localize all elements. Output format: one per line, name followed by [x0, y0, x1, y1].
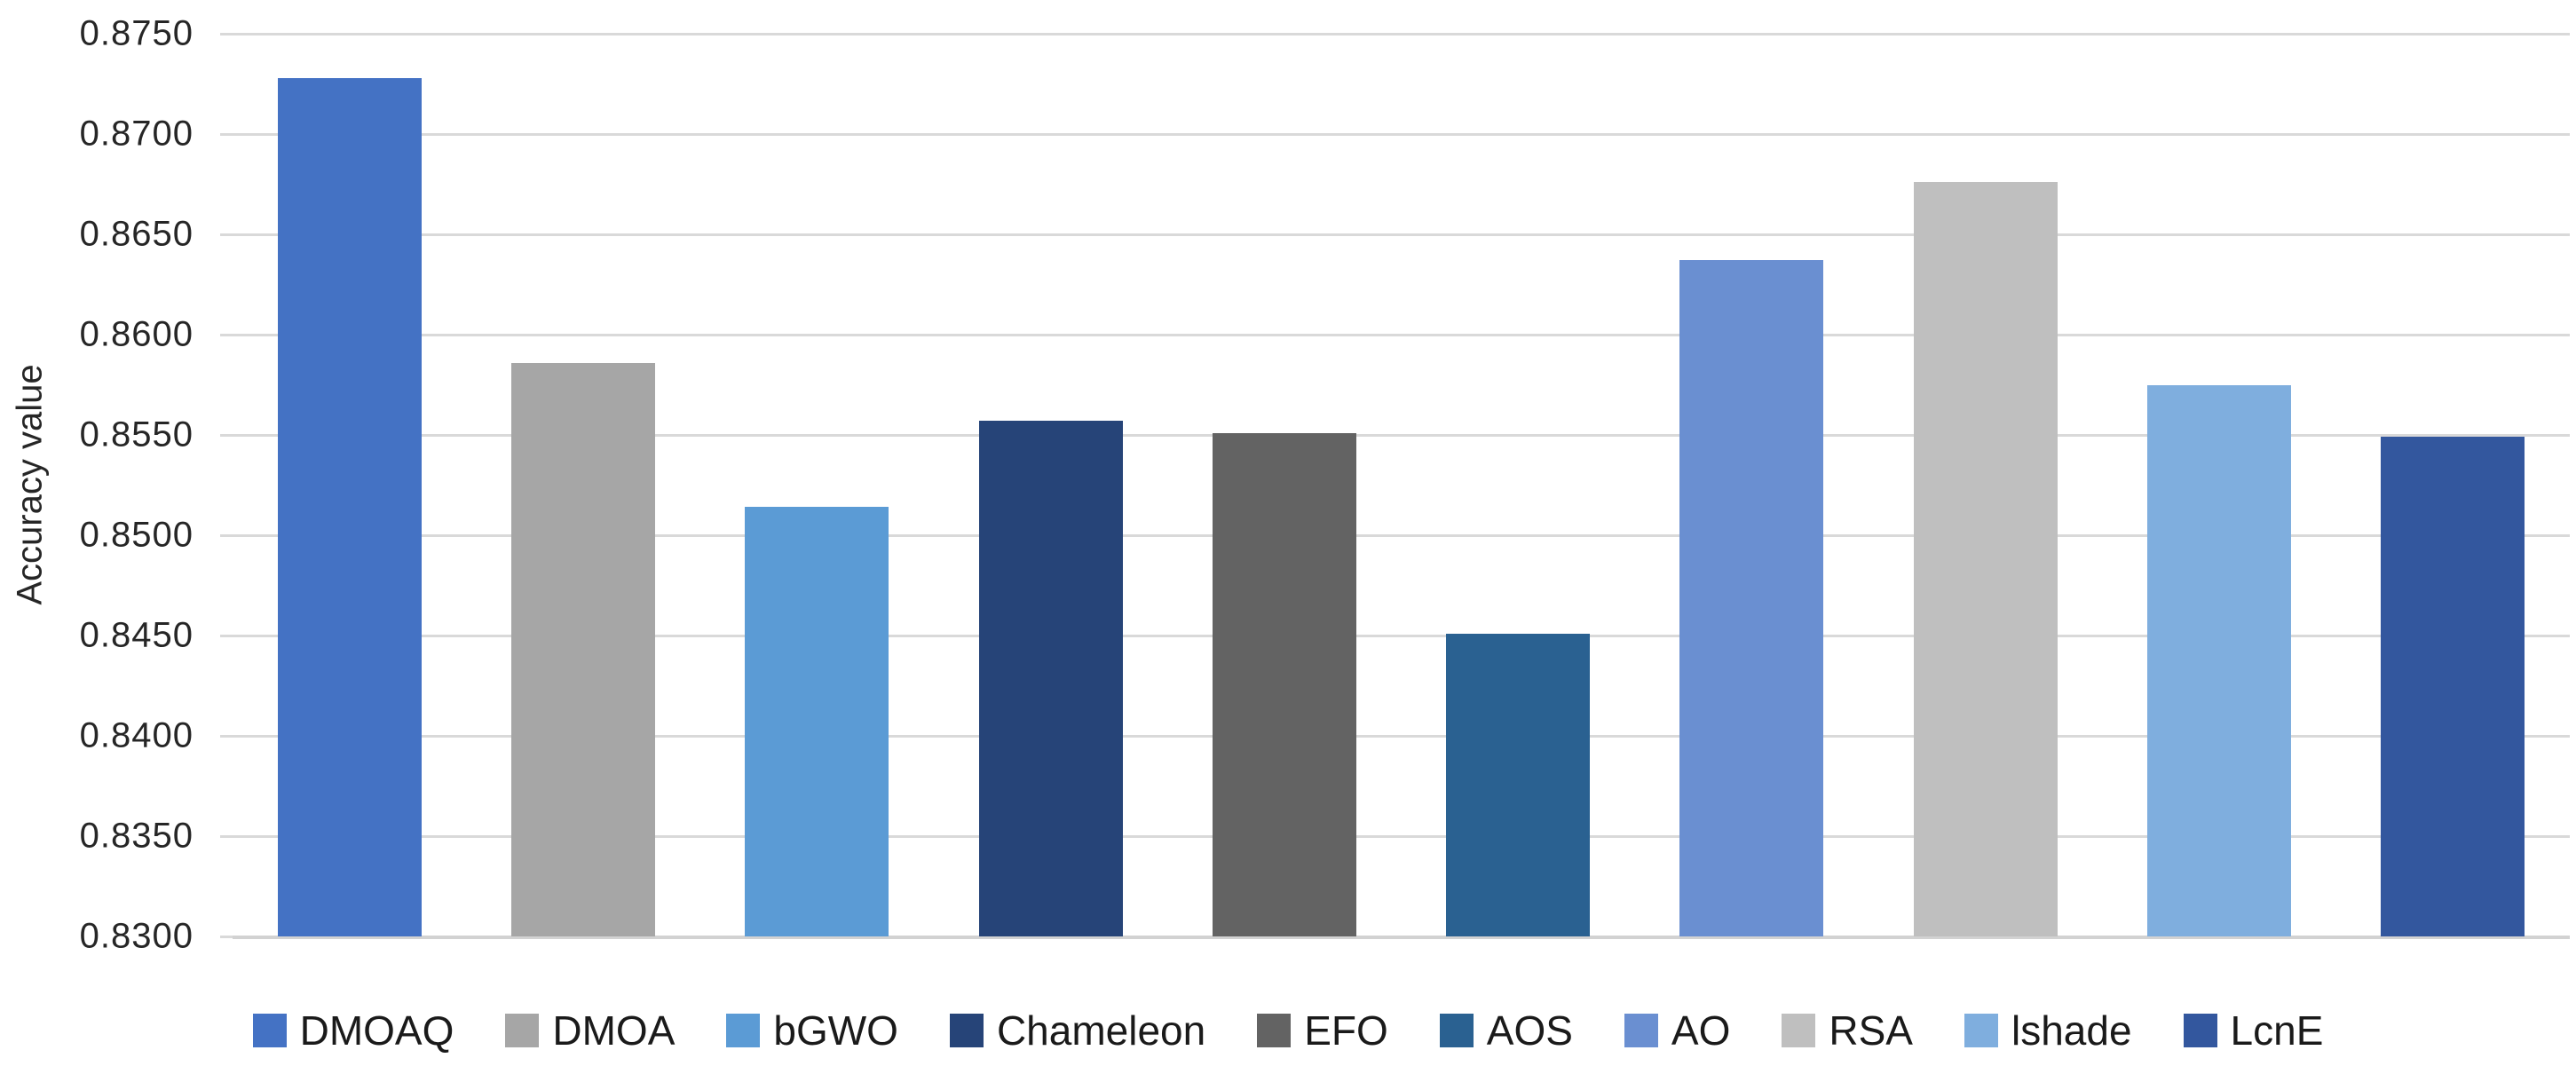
y-tick-mark [220, 734, 233, 738]
y-tick-label: 0.8350 [79, 816, 194, 856]
legend-item-efo: EFO [1257, 1007, 1388, 1054]
legend-swatch-icon [252, 1014, 287, 1047]
legend-item-chameleon: Chameleon [949, 1007, 1206, 1054]
legend-label: EFO [1304, 1007, 1388, 1054]
legend-swatch-icon [1964, 1014, 1998, 1047]
legend-swatch-icon [1624, 1014, 1658, 1047]
y-tick-label: 0.8700 [79, 114, 194, 154]
y-tick-label: 0.8300 [79, 916, 194, 956]
y-tick-label: 0.8400 [79, 715, 194, 755]
y-tick-mark [220, 32, 233, 36]
y-grid-line [233, 132, 2570, 136]
legend-item-ao: AO [1624, 1007, 1730, 1054]
legend-swatch-icon [1257, 1014, 1292, 1047]
legend-item-bgwo: bGWO [726, 1007, 898, 1054]
y-tick-label: 0.8500 [79, 515, 194, 555]
y-grid-line [233, 433, 2570, 437]
y-tick-mark [220, 935, 233, 938]
bar-aos [1446, 633, 1591, 936]
legend-swatch-icon [726, 1014, 761, 1047]
y-tick-mark [220, 333, 233, 336]
y-tick-label: 0.8550 [79, 415, 194, 454]
y-grid-line [233, 533, 2570, 537]
legend-item-dmoaq: DMOAQ [252, 1007, 454, 1054]
y-grid-line [233, 734, 2570, 738]
y-grid-line [233, 32, 2570, 36]
bar-lcne [2381, 437, 2525, 936]
y-grid-line [233, 634, 2570, 637]
legend-swatch-icon [1782, 1014, 1816, 1047]
bar-lshade [2147, 384, 2292, 936]
legend-item-aos: AOS [1439, 1007, 1573, 1054]
legend-label: Chameleon [996, 1007, 1206, 1054]
bar-dmoa [510, 362, 655, 936]
bar-efo [1212, 432, 1356, 936]
legend-label: DMOAQ [299, 1007, 454, 1054]
y-tick-mark [220, 233, 233, 236]
y-tick-mark [220, 834, 233, 838]
bar-bgwo [745, 507, 889, 936]
legend-label: LcnE [2230, 1007, 2324, 1054]
y-grid-line [233, 333, 2570, 336]
bar-chameleon [978, 421, 1123, 936]
legend-label: AO [1671, 1007, 1731, 1054]
y-tick-label: 0.8600 [79, 314, 194, 354]
y-tick-mark [220, 132, 233, 136]
legend-swatch-icon [1439, 1014, 1474, 1047]
legend-label: RSA [1829, 1007, 1913, 1054]
legend-item-dmoa: DMOA [505, 1007, 675, 1054]
plot-area [233, 32, 2570, 939]
legend-item-rsa: RSA [1782, 1007, 1913, 1054]
bar-dmoaq [277, 77, 422, 936]
legend-swatch-icon [949, 1014, 984, 1047]
legend-label: bGWO [773, 1007, 898, 1054]
y-tick-mark [220, 533, 233, 537]
y-tick-mark [220, 634, 233, 637]
y-tick-label: 0.8450 [79, 615, 194, 655]
y-axis-title: Accuracy value [10, 364, 50, 605]
legend-label: DMOA [552, 1007, 676, 1054]
x-axis-line [233, 935, 2570, 939]
bar-ao [1679, 260, 1824, 936]
legend-swatch-icon [2183, 1014, 2217, 1047]
y-tick-label: 0.8650 [79, 214, 194, 254]
legend-item-lshade: lshade [1964, 1007, 2132, 1054]
legend-swatch-icon [505, 1014, 540, 1047]
legend-label: AOS [1486, 1007, 1573, 1054]
y-tick-label: 0.8750 [79, 13, 194, 53]
legend-label: lshade [2011, 1007, 2132, 1054]
legend: DMOAQ DMOA bGWO Chameleon EFO AOS AO RSA lshade L… [0, 1001, 2576, 1060]
legend-item-lcne: LcnE [2183, 1007, 2324, 1054]
y-grid-line [233, 233, 2570, 236]
y-tick-mark [220, 433, 233, 437]
bar-rsa [1913, 182, 2058, 936]
y-grid-line [233, 834, 2570, 838]
